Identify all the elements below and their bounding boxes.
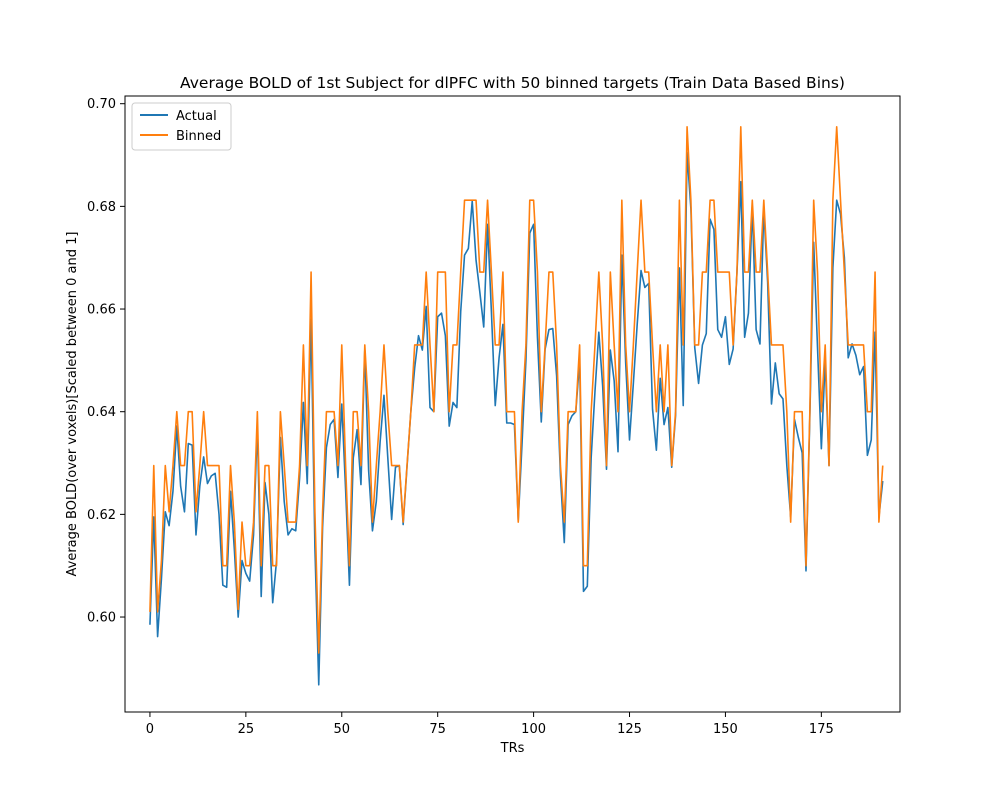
x-axis-label: TRs bbox=[500, 741, 525, 756]
legend-label-actual: Actual bbox=[176, 109, 217, 124]
y-tick-label: 0.64 bbox=[87, 405, 116, 420]
y-tick-label: 0.68 bbox=[87, 200, 116, 215]
legend-label-binned: Binned bbox=[176, 129, 221, 144]
x-tick-label: 150 bbox=[713, 722, 738, 737]
y-tick-label: 0.70 bbox=[87, 97, 116, 112]
y-axis: 0.60 0.62 0.64 0.66 0.68 0.70 bbox=[87, 97, 125, 626]
y-tick-label: 0.66 bbox=[87, 303, 116, 318]
x-tick-label: 50 bbox=[333, 722, 350, 737]
legend: Actual Binned bbox=[131, 102, 232, 151]
x-axis: 0 25 50 75 100 125 150 175 bbox=[146, 712, 834, 737]
plot-frame bbox=[124, 95, 901, 713]
chart-title: Average BOLD of 1st Subject for dlPFC wi… bbox=[180, 74, 845, 92]
x-tick-label: 175 bbox=[809, 722, 834, 737]
x-tick-label: 0 bbox=[146, 722, 154, 737]
x-tick-label: 25 bbox=[238, 722, 255, 737]
y-tick-label: 0.60 bbox=[87, 611, 116, 626]
x-tick-label: 100 bbox=[521, 722, 546, 737]
y-axis-label: Average BOLD(over voxels)[Scaled between… bbox=[65, 232, 80, 577]
series-line-binned bbox=[149, 126, 884, 654]
x-tick-label: 75 bbox=[429, 722, 446, 737]
series-layer bbox=[149, 126, 884, 686]
x-tick-label: 125 bbox=[617, 722, 642, 737]
y-tick-label: 0.62 bbox=[87, 508, 116, 523]
